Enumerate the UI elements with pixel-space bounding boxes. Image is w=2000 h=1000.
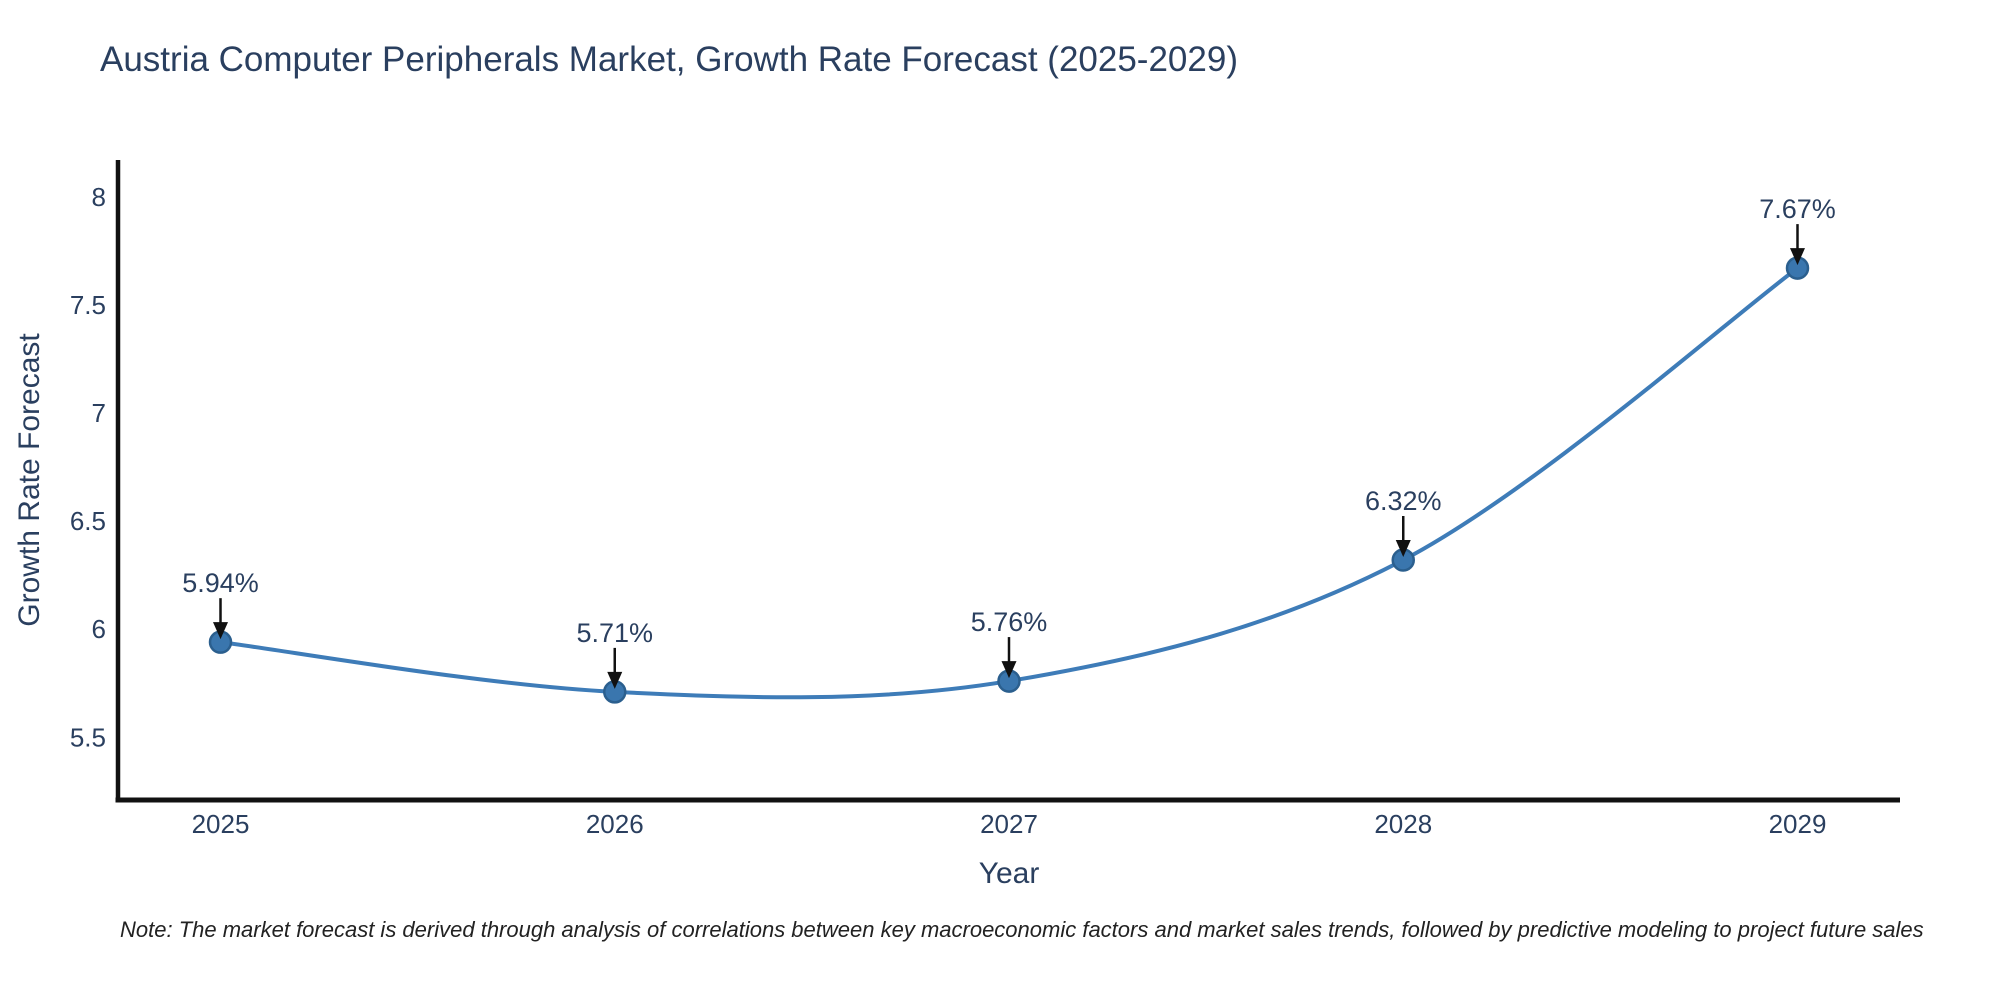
y-tick-label: 8 [92, 182, 106, 212]
x-tick-label: 2027 [980, 809, 1038, 839]
y-tick-label: 7 [92, 398, 106, 428]
annotation-arrowhead [1001, 661, 1017, 679]
x-tick-label: 2028 [1374, 809, 1432, 839]
annotation-arrowhead [607, 671, 623, 689]
y-tick-label: 7.5 [70, 290, 106, 320]
data-point-label: 5.76% [971, 607, 1048, 637]
y-tick-label: 5.5 [70, 722, 106, 752]
data-point-label: 6.32% [1365, 486, 1442, 516]
x-tick-label: 2029 [1769, 809, 1827, 839]
y-axis-title: Growth Rate Forecast [13, 333, 46, 627]
footnote: Note: The market forecast is derived thr… [120, 917, 1924, 942]
x-tick-label: 2025 [192, 809, 250, 839]
data-point-label: 5.71% [576, 618, 653, 648]
x-tick-label: 2026 [586, 809, 644, 839]
data-point-label: 7.67% [1759, 194, 1836, 224]
y-tick-label: 6.5 [70, 506, 106, 536]
annotation-arrowhead [1789, 248, 1805, 266]
forecast-line [218, 266, 1800, 700]
x-axis-title: Year [978, 857, 1040, 890]
chart-title: Austria Computer Peripherals Market, Gro… [100, 40, 1238, 79]
data-point-label: 5.94% [182, 568, 259, 598]
y-tick-label: 6 [92, 614, 106, 644]
annotation-arrowhead [213, 622, 229, 640]
annotation-arrowhead [1395, 540, 1411, 557]
